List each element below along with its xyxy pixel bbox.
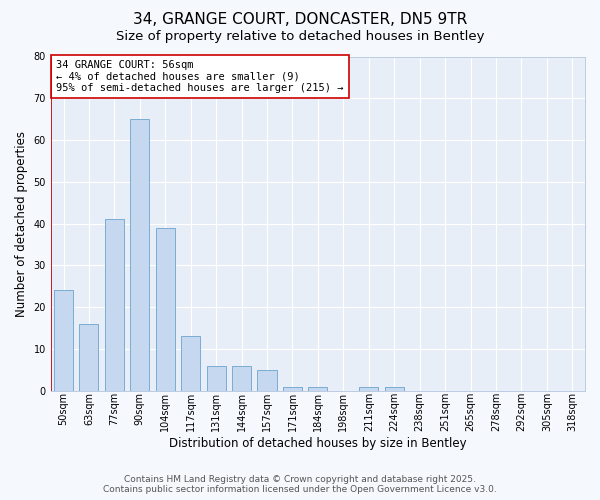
Y-axis label: Number of detached properties: Number of detached properties xyxy=(15,130,28,316)
Bar xyxy=(385,386,404,390)
Bar xyxy=(105,220,124,390)
Bar xyxy=(359,386,379,390)
Text: Size of property relative to detached houses in Bentley: Size of property relative to detached ho… xyxy=(116,30,484,43)
X-axis label: Distribution of detached houses by size in Bentley: Distribution of detached houses by size … xyxy=(169,437,467,450)
Text: 34, GRANGE COURT, DONCASTER, DN5 9TR: 34, GRANGE COURT, DONCASTER, DN5 9TR xyxy=(133,12,467,28)
Bar xyxy=(232,366,251,390)
Bar xyxy=(156,228,175,390)
Bar xyxy=(130,119,149,390)
Bar xyxy=(54,290,73,390)
Bar xyxy=(181,336,200,390)
Bar xyxy=(206,366,226,390)
Bar xyxy=(79,324,98,390)
Bar xyxy=(308,386,328,390)
Bar xyxy=(257,370,277,390)
Text: 34 GRANGE COURT: 56sqm
← 4% of detached houses are smaller (9)
95% of semi-detac: 34 GRANGE COURT: 56sqm ← 4% of detached … xyxy=(56,60,344,93)
Bar xyxy=(283,386,302,390)
Text: Contains HM Land Registry data © Crown copyright and database right 2025.
Contai: Contains HM Land Registry data © Crown c… xyxy=(103,474,497,494)
